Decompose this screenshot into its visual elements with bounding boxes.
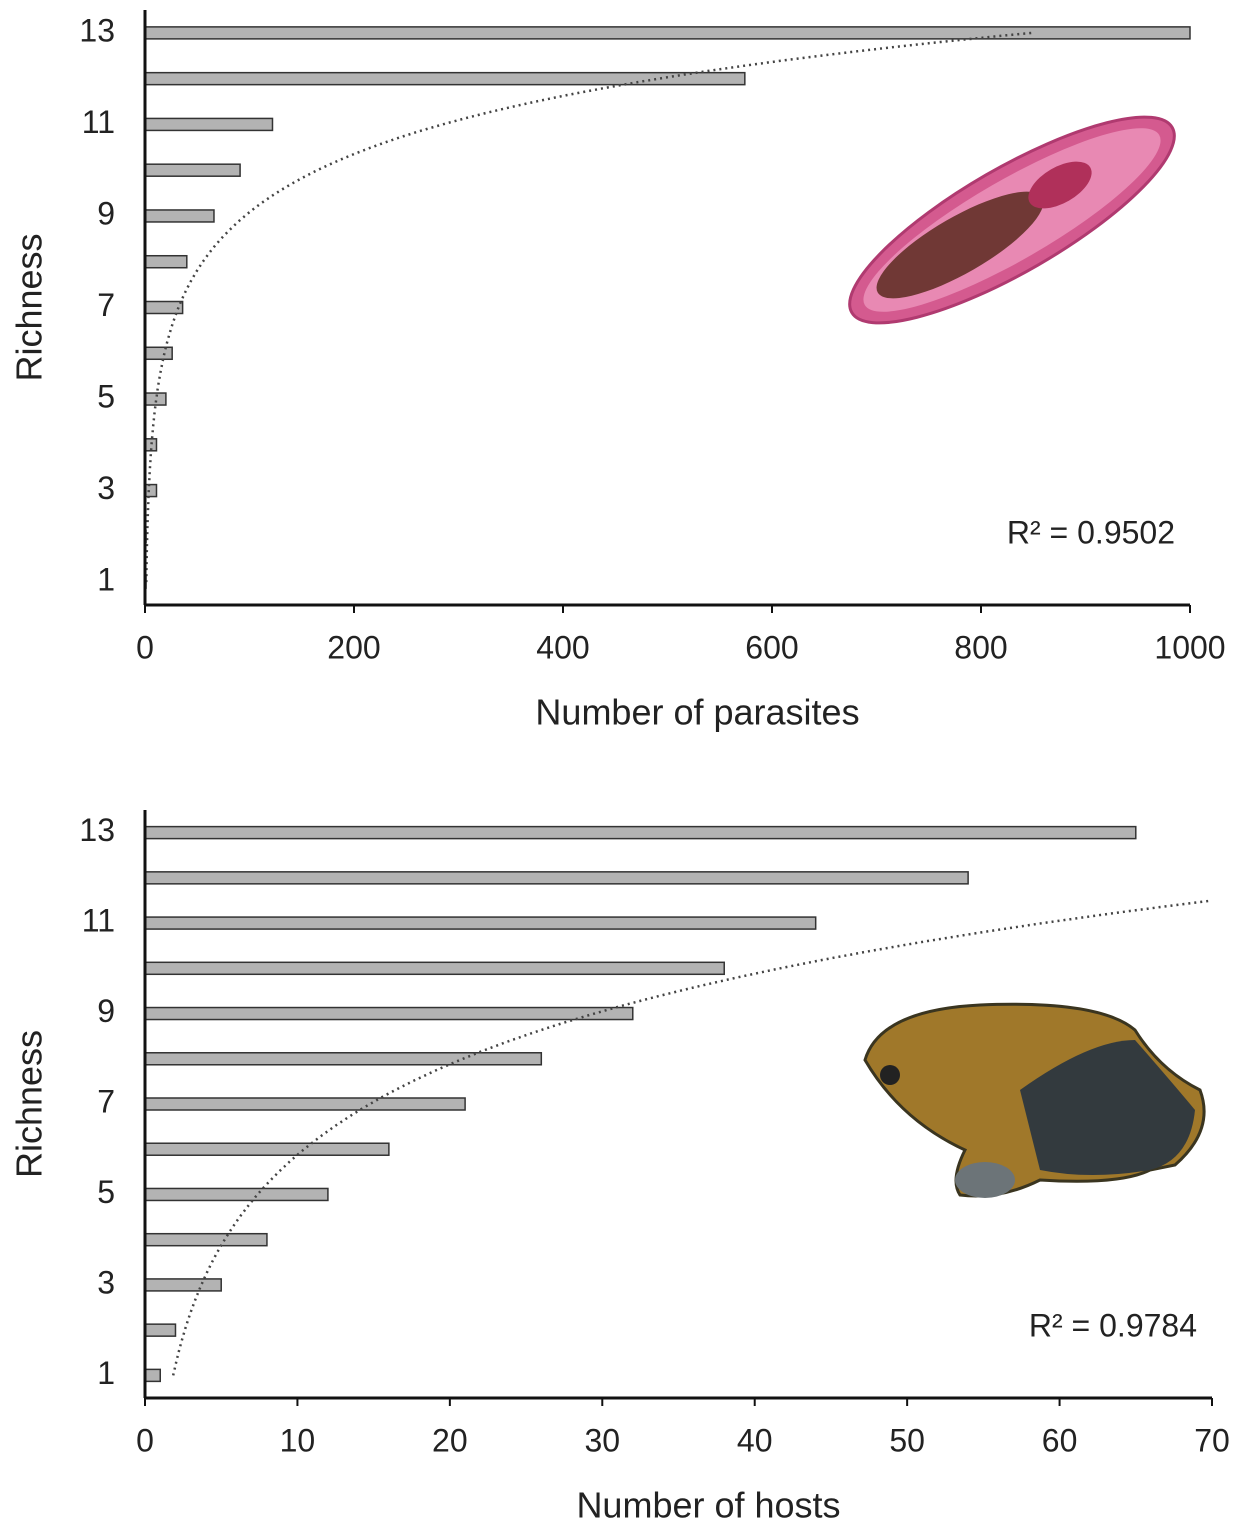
- y-axis-title: Richness: [9, 233, 50, 381]
- y-tick-label: 7: [97, 1083, 115, 1119]
- bar: [145, 872, 968, 884]
- y-tick-label: 11: [82, 903, 115, 939]
- y-tick-label: 9: [97, 993, 115, 1029]
- bar: [145, 1143, 389, 1155]
- bar: [145, 210, 214, 222]
- y-tick-label: 5: [97, 378, 115, 414]
- bar: [145, 1008, 633, 1020]
- y-tick-label: 7: [97, 287, 115, 323]
- bar: [145, 118, 272, 130]
- bar: [145, 256, 187, 268]
- x-axis-title: Number of hosts: [576, 1485, 840, 1519]
- y-tick-label: 9: [97, 195, 115, 231]
- bar: [145, 1098, 465, 1110]
- y-tick-label: 5: [97, 1174, 115, 1210]
- bar: [145, 1279, 221, 1291]
- bar: [145, 1053, 541, 1065]
- bar: [145, 1369, 160, 1381]
- x-tick-label: 40: [737, 1422, 773, 1458]
- frog-illustration: [865, 1004, 1204, 1198]
- x-tick-label: 1000: [1154, 629, 1225, 665]
- y-tick-label: 3: [97, 470, 115, 506]
- x-tick-label: 400: [536, 629, 589, 665]
- y-tick-label: 1: [97, 562, 115, 598]
- page: 13579111302004006008001000Number of para…: [0, 0, 1242, 1519]
- x-tick-label: 20: [432, 1422, 468, 1458]
- y-tick-label: 3: [97, 1264, 115, 1300]
- x-axis-title: Number of parasites: [535, 692, 859, 733]
- x-tick-label: 30: [584, 1422, 620, 1458]
- bar: [145, 347, 172, 359]
- bar: [145, 827, 1136, 839]
- figure: 13579111302004006008001000Number of para…: [0, 0, 1242, 1519]
- x-tick-label: 10: [280, 1422, 316, 1458]
- bar: [145, 302, 183, 314]
- x-tick-label: 50: [889, 1422, 925, 1458]
- bar: [145, 1234, 267, 1246]
- y-tick-label: 13: [79, 812, 115, 848]
- bar: [145, 917, 816, 929]
- x-tick-label: 0: [136, 629, 154, 665]
- y-tick-label: 13: [79, 12, 115, 48]
- r-squared: R² = 0.9784: [1029, 1307, 1197, 1343]
- parasite-illustration: [826, 82, 1198, 357]
- bar: [145, 164, 240, 176]
- bar: [145, 1324, 175, 1336]
- bar: [145, 1188, 328, 1200]
- bar: [145, 962, 724, 974]
- x-tick-label: 60: [1042, 1422, 1078, 1458]
- y-tick-label: 11: [82, 104, 115, 140]
- y-axis-title: Richness: [9, 1030, 50, 1178]
- x-tick-label: 70: [1194, 1422, 1230, 1458]
- bar: [145, 485, 156, 497]
- bar: [145, 393, 166, 405]
- x-tick-label: 0: [136, 1422, 154, 1458]
- x-tick-label: 200: [327, 629, 380, 665]
- bar: [145, 27, 1190, 39]
- x-tick-label: 600: [745, 629, 798, 665]
- y-tick-label: 1: [97, 1355, 115, 1391]
- x-tick-label: 800: [954, 629, 1007, 665]
- r-squared: R² = 0.9502: [1007, 514, 1175, 550]
